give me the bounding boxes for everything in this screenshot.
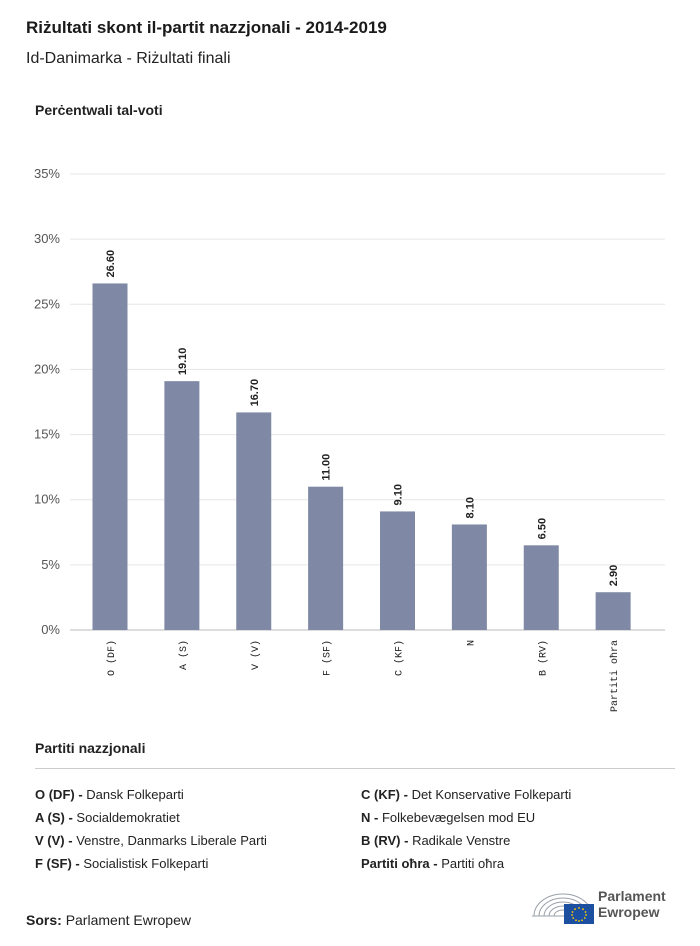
logo-line: Parlament xyxy=(598,888,666,904)
bar xyxy=(451,524,487,630)
legend-name: Dansk Folkeparti xyxy=(86,787,184,802)
x-tick-label: N xyxy=(466,640,477,646)
parliament-logo[interactable]: Parlament Ewropew xyxy=(530,886,680,926)
x-tick-label: B (RV) xyxy=(537,640,549,676)
legend-code: F (SF) - xyxy=(35,856,80,871)
legend-item: Partiti oħra - Partiti oħra xyxy=(361,856,504,871)
legend-divider xyxy=(35,768,675,769)
bar xyxy=(595,592,631,630)
x-tick-label: O (DF) xyxy=(106,640,118,676)
y-tick-label: 5% xyxy=(41,557,60,572)
x-tick-label: V (V) xyxy=(250,640,262,670)
y-tick-label: 10% xyxy=(34,492,60,507)
data-label: 26.60 xyxy=(105,250,117,278)
data-label: 2.90 xyxy=(608,565,620,586)
y-axis-label: Perċentwali tal-voti xyxy=(35,102,163,118)
chart-title: Riżultati skont il-partit nazzjonali - 2… xyxy=(26,18,387,37)
legend-item: O (DF) - Dansk Folkeparti xyxy=(35,787,184,802)
legend-name: Socialistisk Folkeparti xyxy=(83,856,209,871)
data-label: 19.10 xyxy=(177,348,189,376)
bar xyxy=(308,486,344,630)
legend-code: C (KF) - xyxy=(361,787,408,802)
legend-item: C (KF) - Det Konservative Folkeparti xyxy=(361,787,571,802)
legend-item: V (V) - Venstre, Danmarks Liberale Parti xyxy=(35,833,267,848)
legend-code: Partiti oħra - xyxy=(361,856,438,871)
x-tick-label: C (KF) xyxy=(394,640,406,676)
x-tick-label: Partiti oħra xyxy=(609,640,621,712)
logo-text: Parlament Ewropew xyxy=(598,888,666,920)
legend-name: Folkebevægelsen mod EU xyxy=(381,810,536,825)
legend-code: B (RV) - xyxy=(361,833,409,848)
y-tick-label: 15% xyxy=(34,427,60,442)
legend-code: N - xyxy=(361,810,379,825)
legend-name: Socialdemokratiet xyxy=(76,810,180,825)
hemicycle-icon xyxy=(532,893,594,924)
y-tick-label: 25% xyxy=(34,296,60,311)
legend-code: O (DF) - xyxy=(35,787,83,802)
x-tick-label: A (S) xyxy=(178,640,190,670)
legend-name: Partiti oħra xyxy=(441,856,505,871)
source-note: Sors: Parlament Ewropew xyxy=(26,912,191,928)
bar xyxy=(164,381,200,630)
legend-name: Venstre, Danmarks Liberale Parti xyxy=(76,833,267,848)
data-label: 16.70 xyxy=(249,379,261,407)
y-tick-label: 30% xyxy=(34,231,60,246)
chart-subtitle: Id-Danimarka - Riżultati finali xyxy=(26,50,231,67)
x-tick-label: F (SF) xyxy=(322,640,334,676)
y-tick-label: 0% xyxy=(41,622,60,637)
legend-name: Radikale Venstre xyxy=(412,833,511,848)
data-label: 8.10 xyxy=(464,497,476,518)
bar-chart: 0% 5% 10% 15% 20% 25% 30% 35% 26.60 O (DF) 19.10 A … xyxy=(34,166,665,712)
legend-item: B (RV) - Radikale Venstre xyxy=(361,833,510,848)
bar xyxy=(92,283,128,630)
bar xyxy=(236,412,272,630)
source-value: Parlament Ewropew xyxy=(65,912,191,928)
y-tick-label: 35% xyxy=(34,166,60,181)
data-label: 11.00 xyxy=(321,454,333,481)
bar xyxy=(380,511,415,630)
data-label: 9.10 xyxy=(393,484,405,505)
legend-item: A (S) - Socialdemokratiet xyxy=(35,810,180,825)
logo-line: Ewropew xyxy=(598,904,660,920)
legend-code: A (S) - xyxy=(35,810,73,825)
bar xyxy=(523,545,559,630)
source-label: Sors: xyxy=(26,912,62,928)
legend-item: F (SF) - Socialistisk Folkeparti xyxy=(35,856,208,871)
data-label: 6.50 xyxy=(536,518,548,539)
y-tick-label: 20% xyxy=(34,361,60,376)
legend-code: V (V) - xyxy=(35,833,73,848)
legend-item: N - Folkebevægelsen mod EU xyxy=(361,810,535,825)
legend-title: Partiti nazzjonali xyxy=(35,740,146,756)
legend-name: Det Konservative Folkeparti xyxy=(411,787,572,802)
